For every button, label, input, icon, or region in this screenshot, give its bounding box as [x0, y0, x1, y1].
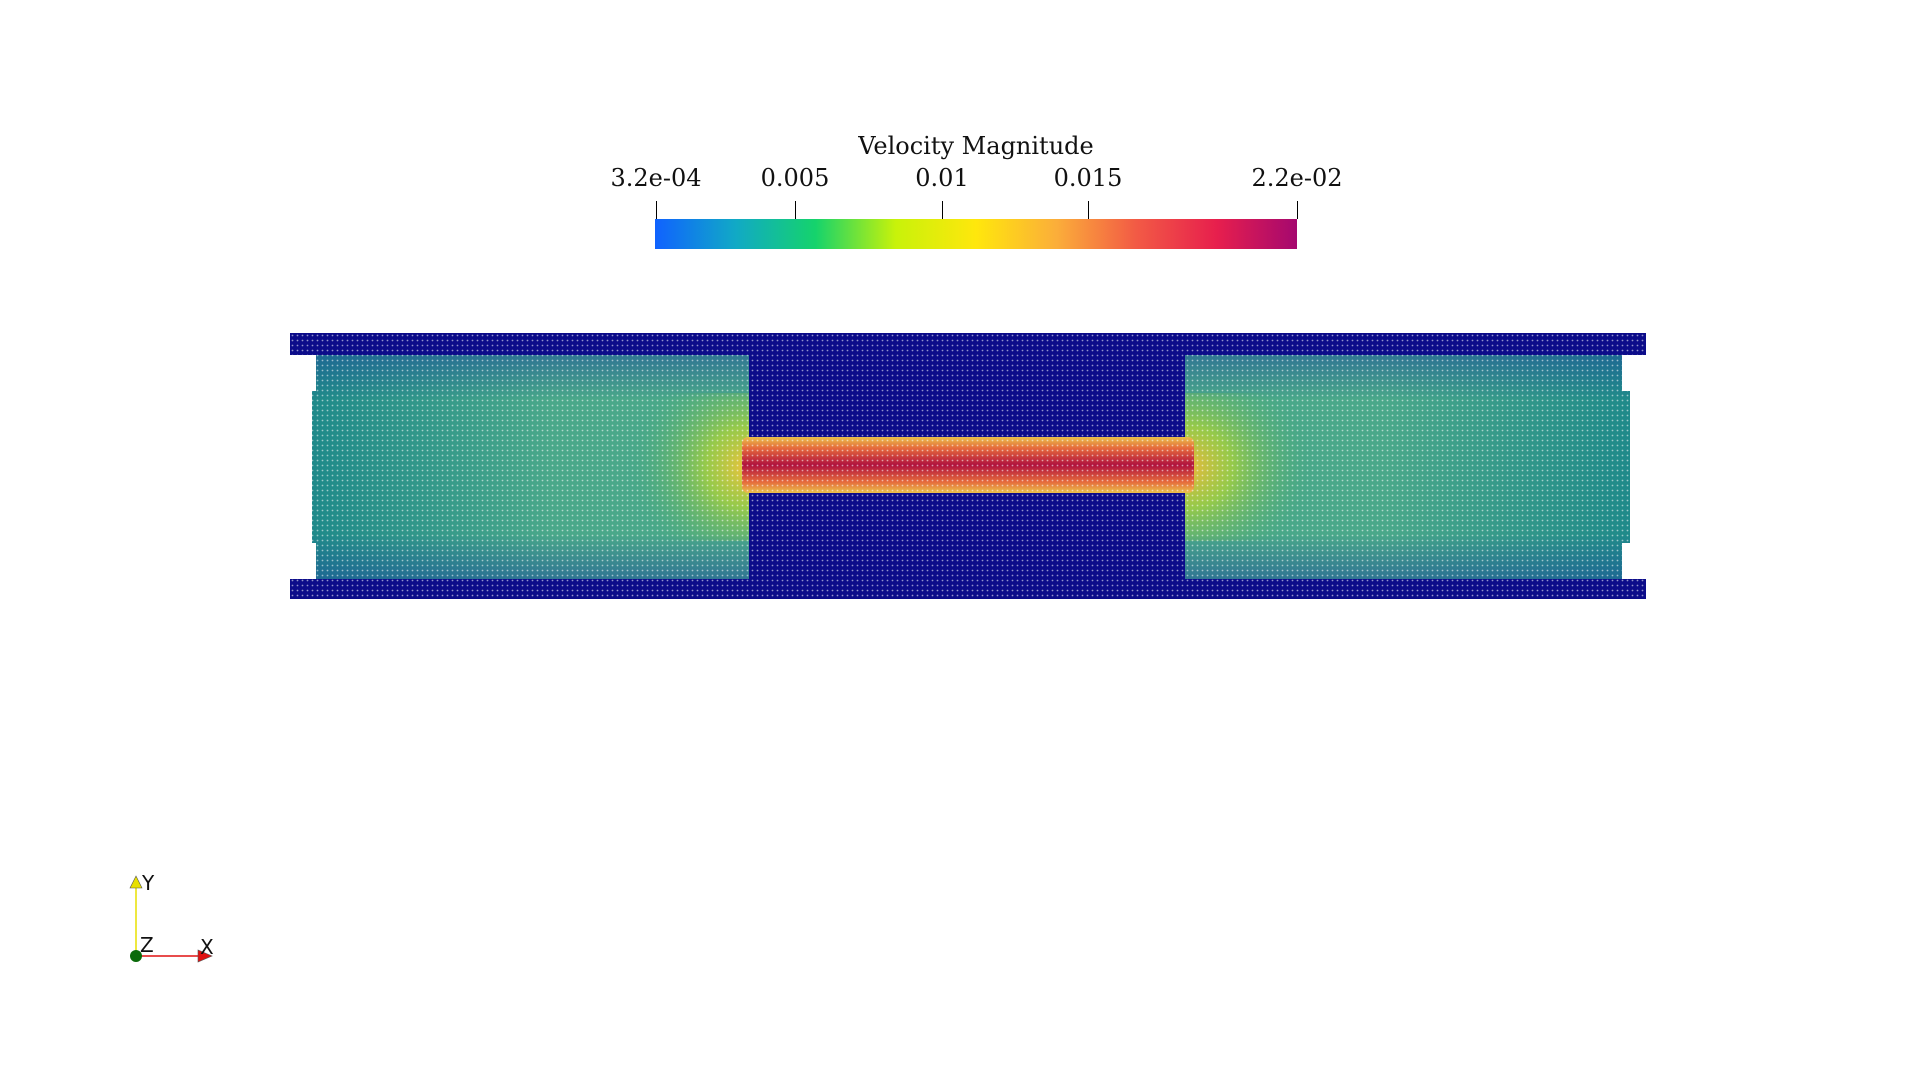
- scalar-bar-tick-label: 2.2e-02: [1251, 164, 1343, 192]
- top-wall: [290, 333, 1646, 355]
- constriction-block-bottom: [749, 493, 1185, 579]
- y-axis-arrowhead: [129, 875, 143, 889]
- z-axis-marker: [130, 950, 142, 962]
- scalar-bar-gradient: [655, 219, 1297, 249]
- y-axis-label: Y: [141, 872, 155, 895]
- x-axis-label: X: [200, 935, 214, 959]
- constriction-block-top: [749, 355, 1185, 437]
- x-axis-arrowhead: [197, 949, 213, 963]
- scalar-bar-tick-mark: [656, 201, 657, 219]
- orientation-axes: Y Z X: [129, 872, 214, 963]
- particle-simulation-view[interactable]: [290, 333, 1650, 601]
- scalar-bar-tick-mark: [1297, 201, 1298, 219]
- z-axis-label: Z: [140, 933, 154, 957]
- scalar-bar-tick-label: 3.2e-04: [610, 164, 702, 192]
- constriction-jet: [742, 437, 1194, 493]
- scalar-bar-tick-label: 0.005: [760, 164, 830, 192]
- outlet-region: [1185, 355, 1632, 579]
- bottom-wall: [290, 579, 1646, 599]
- scalar-bar-tick-label: 0.01: [915, 164, 969, 192]
- scalar-bar-tick-mark: [942, 201, 943, 219]
- scalar-bar-tick-label: 0.015: [1053, 164, 1123, 192]
- scalar-bar-tick-mark: [1088, 201, 1089, 219]
- scalar-bar-tick-mark: [795, 201, 796, 219]
- inlet-region: [306, 355, 750, 579]
- scalar-bar-title: Velocity Magnitude: [858, 132, 1094, 160]
